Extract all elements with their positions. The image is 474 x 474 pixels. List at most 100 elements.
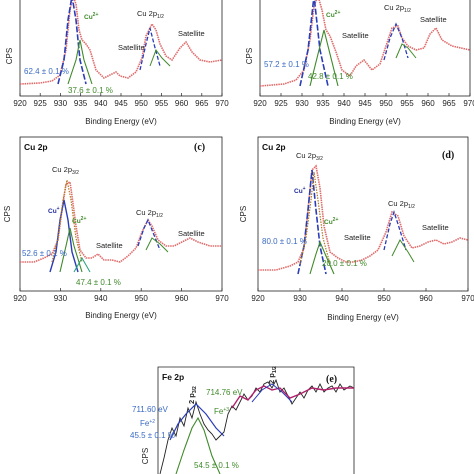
panel-d-cu2p32-label: Cu 2p3/2 xyxy=(296,151,323,162)
panel-e-fe3-energy: 714.76 eV xyxy=(206,388,243,397)
panel-a-xticks: 920 925 930 935 940 945 950 955 960 965 970 xyxy=(13,93,229,108)
panel-b-cu2p12-label: Cu 2p1/2 xyxy=(384,3,411,14)
panel-a-satellite1-label: Satellite xyxy=(118,43,145,52)
panel-e-fe2-peak xyxy=(169,403,225,441)
xtick-label: 965 xyxy=(195,99,209,108)
xtick-label: 970 xyxy=(215,99,229,108)
panel-d-cu2p12-label: Cu 2p1/2 xyxy=(388,199,415,210)
panel-c-pct-cu1: 52.6 ± 0.1 % xyxy=(22,249,67,258)
xtick-label: 930 xyxy=(295,99,309,108)
panel-c-pct-cu2: 47.4 ± 0.1 % xyxy=(76,278,121,287)
panel-d-frame xyxy=(257,136,469,292)
xtick-label: 955 xyxy=(400,99,414,108)
panel-c-cu2-peak xyxy=(59,227,83,273)
panel-c-cu1-label: Cu+ xyxy=(48,206,60,215)
xtick-label: 940 xyxy=(94,294,108,303)
panel-d-cu2-label: Cu2+ xyxy=(324,217,338,226)
panel-e-ylabel: CPS xyxy=(141,448,150,464)
panel-b-satellite1-label: Satellite xyxy=(342,31,369,40)
xtick-label: 960 xyxy=(421,99,435,108)
xtick-label: 920 xyxy=(13,294,27,303)
panel-a-sat-fit xyxy=(149,48,171,67)
panel-e: Fe 2p (e) CPS 2 p3/2 2 p1/2 714.76 eV Fe… xyxy=(130,366,355,474)
panel-c-cu2p32-label: Cu 2p3/2 xyxy=(52,165,79,176)
panel-a-cu2-label: Cu2+ xyxy=(84,12,98,21)
xtick-label: 950 xyxy=(135,99,149,108)
panel-d-tag: (d) xyxy=(442,150,454,161)
panel-b-pct-cu1: 57.2 ± 0.1 % xyxy=(264,60,309,69)
panel-d: Cu 2p (d) CPS 920 930 940 950 960 970 Binding… xyxy=(239,136,474,322)
xtick-label: 955 xyxy=(155,99,169,108)
panel-c-tag: (c) xyxy=(194,142,205,153)
panel-e-fe2-energy: 711.60 eV xyxy=(132,405,169,414)
panel-c-envelope xyxy=(51,179,83,263)
panel-d-ylabel: CPS xyxy=(239,206,248,222)
panel-b-pct-cu2: 42.8 ± 0.1 % xyxy=(308,72,353,81)
panel-e-fe2-label: Fe+2 xyxy=(140,419,155,428)
xtick-label: 950 xyxy=(135,294,149,303)
panel-e-fe3-curve xyxy=(231,385,354,409)
panel-c: Cu 2p (c) CPS 920 930 940 950 960 970 Binding… xyxy=(3,136,229,320)
panel-c-cu2p12-fit xyxy=(137,218,161,251)
panel-d-cu2p12-fit xyxy=(383,209,407,251)
panel-a: CPS 920 925 930 935 940 945 950 955 960 965 970 Bi… xyxy=(5,0,229,126)
panel-c-sat1 xyxy=(73,256,91,273)
panel-b-cu2-peak xyxy=(309,29,339,87)
panel-c-core-label: Cu 2p xyxy=(24,142,48,152)
panel-d-sat2 xyxy=(391,239,415,263)
panel-e-tag: (e) xyxy=(326,374,337,385)
panel-b-xlabel: Binding Energy (eV) xyxy=(329,117,401,126)
panel-d-pct-cu2: 20.0 ± 0.1 % xyxy=(322,259,367,268)
xtick-label: 970 xyxy=(215,294,229,303)
panel-b: CPS 920 925 930 935 940 945 950 955 960 965 970 Bi… xyxy=(245,0,474,126)
panel-a-cu2-peak xyxy=(67,39,93,85)
panel-d-cu1-label: Cu+ xyxy=(294,186,306,195)
xtick-label: 930 xyxy=(54,294,68,303)
panel-c-cu2p12-label: Cu 2p1/2 xyxy=(136,208,163,219)
panel-c-cu1-peak xyxy=(49,199,79,273)
xtick-label: 935 xyxy=(74,99,88,108)
panel-e-pct-fe3: 54.5 ± 0.1 % xyxy=(194,461,239,470)
panel-e-expt-curve xyxy=(159,378,354,474)
xtick-label: 960 xyxy=(419,294,433,303)
xtick-label: 960 xyxy=(175,99,189,108)
panel-a-satellite2-label: Satellite xyxy=(178,29,205,38)
panel-e-core-label: Fe 2p xyxy=(162,372,184,382)
panel-c-ylabel: CPS xyxy=(3,206,12,222)
panel-e-pct-fe2: 45.5 ± 0.1 % xyxy=(130,431,175,440)
panel-b-expt-curve xyxy=(260,0,470,87)
panel-d-pct-cu1: 80.0 ± 0.1 % xyxy=(262,237,307,246)
panel-b-cu2-label: Cu2+ xyxy=(326,10,340,19)
panel-e-frame xyxy=(157,366,355,474)
xtick-label: 940 xyxy=(337,99,351,108)
xtick-label: 970 xyxy=(463,99,474,108)
panel-c-xticks: 920 930 940 950 960 970 xyxy=(13,288,229,303)
xtick-label: 960 xyxy=(175,294,189,303)
panel-a-pct-cu2: 37.6 ± 0.1 % xyxy=(68,86,113,95)
panel-a-cu1-peak xyxy=(57,0,87,85)
panel-b-sat-fit xyxy=(395,43,417,59)
panel-b-xticks: 920 925 930 935 940 945 950 955 960 965 970 xyxy=(253,93,474,108)
xtick-label: 950 xyxy=(377,294,391,303)
xtick-label: 925 xyxy=(274,99,288,108)
xtick-label: 965 xyxy=(442,99,456,108)
panel-e-fe3-label: Fe+3 xyxy=(214,407,229,416)
panel-c-satellite2-label: Satellite xyxy=(178,229,205,238)
panel-d-expt-curve xyxy=(258,164,468,271)
panel-d-core-label: Cu 2p xyxy=(262,142,286,152)
xtick-label: 940 xyxy=(94,99,108,108)
panel-c-frame xyxy=(19,136,223,292)
panel-e-p32-label: 2 p3/2 xyxy=(187,386,198,404)
xtick-label: 945 xyxy=(114,99,128,108)
panel-b-cu2p12-fit xyxy=(383,22,409,61)
xtick-label: 945 xyxy=(358,99,372,108)
panel-b-satellite2-label: Satellite xyxy=(420,15,447,24)
panel-e-p12-peak xyxy=(251,383,293,403)
panel-c-cu2-label: Cu2+ xyxy=(72,216,86,225)
panel-b-cu1-peak xyxy=(299,0,329,87)
xtick-label: 920 xyxy=(251,294,265,303)
panel-a-cu2p12-label: Cu 2p1/2 xyxy=(137,9,164,20)
panel-d-cu1-peak xyxy=(297,169,327,275)
xtick-label: 970 xyxy=(461,294,474,303)
